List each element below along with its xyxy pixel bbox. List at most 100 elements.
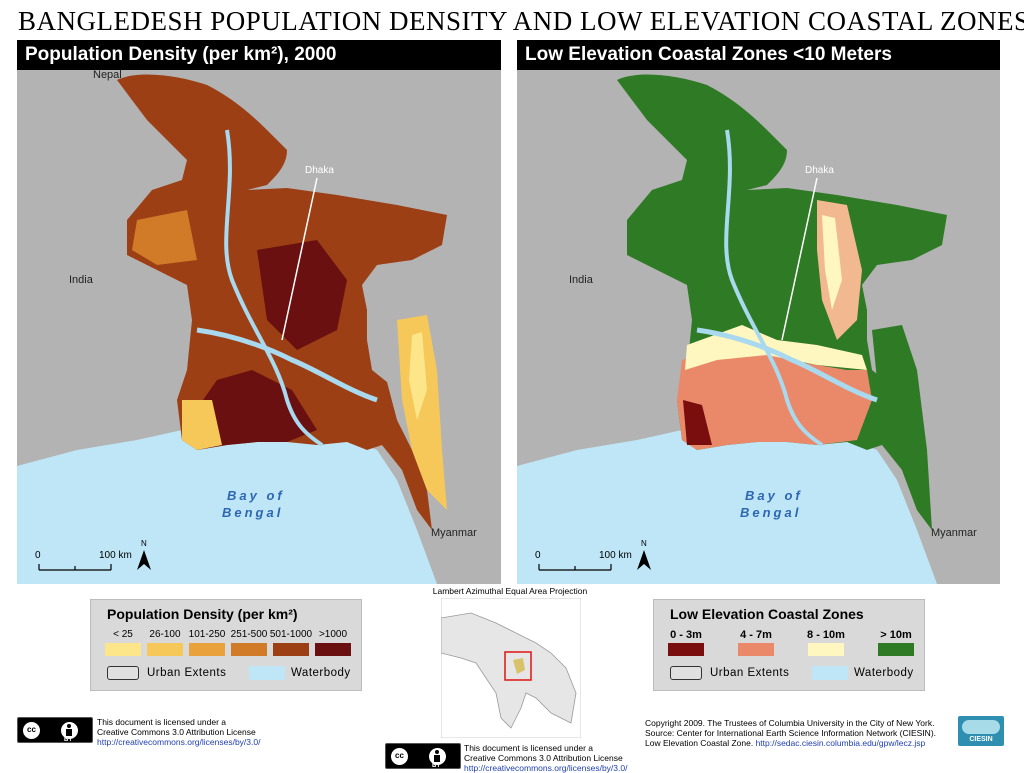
bay-label-line2: Bengal [740, 505, 801, 520]
density-high-central [257, 240, 347, 350]
urban-extents-label: Urban Extents [710, 667, 790, 679]
density-low-chittagong [397, 315, 447, 510]
license-line1: This document is licensed under a [464, 743, 593, 753]
legend-class-label: 26-100 [149, 629, 181, 640]
legend-class-swatch [273, 643, 309, 656]
india-label: India [569, 274, 594, 286]
north-arrow: N [637, 539, 651, 570]
river-main [224, 129, 324, 447]
bangladesh-outline [513, 658, 525, 674]
cc-by-badge[interactable]: cc BY [17, 717, 93, 743]
ciesin-logo: CIESIN [958, 716, 1004, 746]
lecz-map: Dhaka India Myanmar Bay of Bengal 0 100 … [517, 70, 1000, 584]
license-text-center: This document is licensed under a Creati… [464, 743, 627, 773]
legend-class-label: 101-250 [188, 629, 226, 640]
right-panel-header: Low Elevation Coastal Zones <10 Meters [517, 40, 1000, 70]
legend-class-swatch [147, 643, 183, 656]
urban-extents-swatch [107, 666, 139, 680]
by-label: BY [432, 763, 441, 769]
density-low-sundarbans [182, 400, 222, 450]
license-line2: Creative Commons 3.0 Attribution License [97, 727, 256, 737]
river-padma [196, 327, 378, 403]
person-icon [60, 721, 79, 740]
dhaka-pointer [281, 177, 318, 341]
population-density-map: Dhaka Nepal India Myanmar Bay of Bengal … [17, 70, 501, 584]
locator-highlight-box [504, 651, 532, 681]
dhaka-label: Dhaka [305, 165, 334, 176]
north-arrow: N [137, 539, 151, 570]
density-legend: Population Density (per km²) < 25 26-100 1… [90, 599, 362, 691]
bay-of-bengal-water [517, 430, 937, 584]
license-line1: This document is licensed under a [97, 717, 226, 727]
scale-end-label: 100 km [99, 550, 132, 561]
dhaka-pointer [781, 177, 818, 341]
license-link[interactable]: http://creativecommons.org/licenses/by/3… [97, 737, 261, 747]
license-text-left: This document is licensed under a Creati… [97, 717, 260, 747]
bay-label-line1: Bay of [745, 488, 803, 503]
dhaka-label: Dhaka [805, 165, 834, 176]
india-label: India [69, 274, 94, 286]
ciesin-logo-text: CIESIN [969, 736, 993, 743]
legend-class-label: 8 - 10m [807, 629, 845, 641]
nepal-label: Nepal [93, 70, 122, 81]
projection-label: Lambert Azimuthal Equal Area Projection [432, 586, 588, 596]
lecz-source-text: Low Elevation Coastal Zone. [645, 738, 756, 748]
myanmar-label: Myanmar [931, 527, 977, 539]
person-icon [428, 747, 447, 766]
legend-class-label: 0 - 3m [670, 629, 702, 641]
river-main [724, 129, 824, 447]
lecz-0-3m-zone [683, 400, 712, 445]
scale-bar: 0 100 km [35, 550, 132, 571]
legend-class-label: >1000 [318, 629, 348, 640]
legend-class-label: < 25 [113, 629, 133, 640]
density-legend-title: Population Density (per km²) [107, 606, 298, 622]
legend-class-swatch [231, 643, 267, 656]
north-label: N [141, 539, 147, 548]
waterbody-swatch [249, 666, 285, 680]
map-title: BANGLEDESH POPULATION DENSITY AND LOW EL… [18, 6, 1024, 36]
legend-class-swatch [738, 643, 774, 656]
density-lowest-hills [409, 332, 427, 420]
lecz-legend-title: Low Elevation Coastal Zones [670, 606, 864, 622]
lecz-legend: Low Elevation Coastal Zones 0 - 3m 4 - 7m… [653, 599, 925, 691]
scale-end-label: 100 km [599, 550, 632, 561]
legend-class-swatch [808, 643, 844, 656]
bay-of-bengal-water [17, 430, 437, 584]
scale-start-label: 0 [35, 550, 41, 561]
credits-block: Copyright 2009. The Trustees of Columbia… [645, 718, 936, 748]
cc-icon: cc [390, 747, 409, 766]
left-panel-header: Population Density (per km²), 2000 [17, 40, 501, 70]
lecz-4-7m-zone [677, 340, 872, 450]
legend-class-label: 501-1000 [269, 629, 313, 640]
lecz-source-line: Low Elevation Coastal Zone. http://sedac… [645, 738, 936, 748]
inset-locator-map [441, 598, 581, 738]
legend-class-label: > 10m [880, 629, 912, 641]
legend-class-swatch [878, 643, 914, 656]
urban-extents-swatch [670, 666, 702, 680]
lecz-source-link[interactable]: http://sedac.ciesin.columbia.edu/gpw/lec… [755, 738, 926, 748]
lecz-8-10m-northeast [822, 215, 842, 310]
lecz-high-chittagong [872, 325, 932, 530]
myanmar-label: Myanmar [431, 527, 477, 539]
legend-class-swatch [668, 643, 704, 656]
legend-class-swatch [105, 643, 141, 656]
legend-class-swatch [315, 643, 351, 656]
scale-start-label: 0 [535, 550, 541, 561]
density-mid-west [132, 210, 197, 265]
source-line: Source: Center for International Earth S… [645, 728, 937, 738]
legend-class-label: 4 - 7m [740, 629, 772, 641]
cc-icon: cc [22, 721, 41, 740]
urban-extents-label: Urban Extents [147, 667, 227, 679]
license-link[interactable]: http://creativecommons.org/licenses/by/3… [464, 763, 628, 773]
scale-bar: 0 100 km [535, 550, 632, 571]
waterbody-swatch [812, 666, 848, 680]
copyright-line: Copyright 2009. The Trustees of Columbia… [645, 718, 935, 728]
bay-label-line2: Bengal [222, 505, 283, 520]
asia-landmass [441, 612, 577, 729]
river-padma [696, 327, 878, 403]
north-label: N [641, 539, 647, 548]
license-line2: Creative Commons 3.0 Attribution License [464, 753, 623, 763]
cc-by-badge-center[interactable]: cc BY [385, 743, 461, 769]
by-label: BY [64, 737, 73, 743]
globe-icon [962, 720, 1000, 734]
